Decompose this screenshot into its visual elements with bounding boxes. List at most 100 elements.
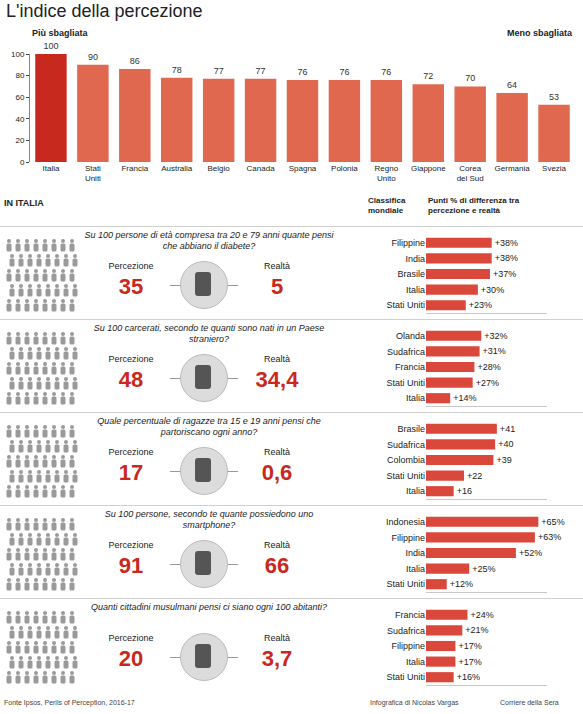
html-text:35: 35 xyxy=(118,274,144,299)
svg-text:+27%: +27% xyxy=(476,378,499,388)
svg-text:Spagna: Spagna xyxy=(289,164,317,173)
svg-text:40: 40 xyxy=(15,115,24,124)
html-text:34,4: 34,4 xyxy=(255,367,299,392)
svg-text:78: 78 xyxy=(172,65,182,75)
svg-text:+39: +39 xyxy=(496,455,511,465)
html-text:Su 100 persone di età compresa: Su 100 persone di età compresa tra 20 e … xyxy=(84,230,334,251)
svg-text:Italia: Italia xyxy=(43,164,60,173)
svg-text:80: 80 xyxy=(15,71,24,80)
svg-text:76: 76 xyxy=(297,67,307,77)
svg-text:Più sbagliata: Più sbagliata xyxy=(32,28,89,38)
svg-text:53: 53 xyxy=(549,92,559,102)
svg-text:+41: +41 xyxy=(500,424,515,434)
svg-text:20: 20 xyxy=(15,136,24,145)
svg-text:70: 70 xyxy=(465,73,475,83)
svg-text:Italia: Italia xyxy=(406,393,425,403)
svg-text:Belgio: Belgio xyxy=(208,164,231,173)
html-text:Punti % di differenza tra perc: Punti % di differenza tra percezione e r… xyxy=(428,196,520,215)
html-text:Classifica mondiale: Classifica mondiale xyxy=(368,196,406,215)
svg-text:Francia: Francia xyxy=(121,164,148,173)
svg-text:+16%: +16% xyxy=(457,672,480,682)
svg-text:Polonia: Polonia xyxy=(331,164,358,173)
svg-text:+23%: +23% xyxy=(469,300,492,310)
svg-text:+30%: +30% xyxy=(481,285,504,295)
svg-text:Sudafrica: Sudafrica xyxy=(387,347,425,357)
svg-text:64: 64 xyxy=(507,80,517,90)
html-text:Su 100 persone, secondo te qua: Su 100 persone, secondo te quante possie… xyxy=(104,509,314,530)
svg-text:+12%: +12% xyxy=(450,579,473,589)
svg-text:Stati Uniti: Stati Uniti xyxy=(386,579,425,589)
svg-text:0: 0 xyxy=(20,158,25,167)
svg-text:Sudafrica: Sudafrica xyxy=(387,626,425,636)
svg-text:+17%: +17% xyxy=(458,657,481,667)
svg-text:76: 76 xyxy=(339,67,349,77)
svg-text:Brasile: Brasile xyxy=(397,424,425,434)
svg-text:Italia: Italia xyxy=(406,486,425,496)
svg-text:77: 77 xyxy=(214,66,224,76)
html-text:20: 20 xyxy=(118,646,144,671)
svg-text:+17%: +17% xyxy=(458,641,481,651)
svg-text:100: 100 xyxy=(43,41,58,51)
svg-text:86: 86 xyxy=(130,56,140,66)
html-text:17: 17 xyxy=(118,460,144,485)
svg-text:Italia: Italia xyxy=(406,564,425,574)
svg-text:+63%: +63% xyxy=(538,532,561,542)
svg-text:+25%: +25% xyxy=(472,564,495,574)
svg-text:StatiUniti: StatiUniti xyxy=(85,164,101,183)
html-text:66: 66 xyxy=(264,553,290,578)
svg-text:+21%: +21% xyxy=(465,625,488,635)
svg-text:+37%: +37% xyxy=(493,269,516,279)
svg-text:Stati Uniti: Stati Uniti xyxy=(386,672,425,682)
svg-text:Filippine: Filippine xyxy=(391,641,425,651)
svg-text:Canada: Canada xyxy=(247,164,276,173)
svg-text:Australia: Australia xyxy=(161,164,193,173)
svg-text:90: 90 xyxy=(88,52,98,62)
svg-text:Filippine: Filippine xyxy=(391,238,425,248)
svg-text:+32%: +32% xyxy=(484,331,507,341)
html-text:0,6: 0,6 xyxy=(261,460,293,485)
svg-text:Filippine: Filippine xyxy=(391,533,425,543)
html-text:L'indice della percezione: L'indice della percezione xyxy=(6,1,203,21)
html-text:91: 91 xyxy=(118,553,144,578)
svg-text:+16: +16 xyxy=(457,486,472,496)
svg-text:+31%: +31% xyxy=(483,346,506,356)
svg-text:76: 76 xyxy=(381,67,391,77)
svg-text:Sudafrica: Sudafrica xyxy=(387,440,425,450)
html-text:Su 100 carcerati, secondo te q: Su 100 carcerati, secondo te quanti sono… xyxy=(93,323,325,344)
svg-text:RegnoUnito: RegnoUnito xyxy=(375,164,399,183)
svg-text:72: 72 xyxy=(423,71,433,81)
html-text:Quale percentuale di ragazze t: Quale percentuale di ragazze tra 15 e 19… xyxy=(97,416,321,437)
svg-text:Francia: Francia xyxy=(395,362,425,372)
svg-text:India: India xyxy=(405,254,425,264)
svg-text:Coreadel Sud: Coreadel Sud xyxy=(457,164,484,183)
svg-text:Stati Uniti: Stati Uniti xyxy=(386,378,425,388)
svg-text:Stati Uniti: Stati Uniti xyxy=(386,300,425,310)
svg-text:Indonesia: Indonesia xyxy=(386,517,425,527)
svg-text:100: 100 xyxy=(11,50,25,59)
svg-text:India: India xyxy=(405,548,425,558)
svg-text:Meno sbagliata: Meno sbagliata xyxy=(507,28,573,38)
svg-text:+65%: +65% xyxy=(541,517,564,527)
svg-text:+28%: +28% xyxy=(477,362,500,372)
svg-text:Giappone: Giappone xyxy=(411,164,446,173)
svg-text:Italia: Italia xyxy=(406,657,425,667)
svg-text:60: 60 xyxy=(15,93,24,102)
svg-text:+24%: +24% xyxy=(470,610,493,620)
svg-text:Francia: Francia xyxy=(395,610,425,620)
svg-text:+40: +40 xyxy=(498,439,513,449)
svg-text:Svezia: Svezia xyxy=(542,164,567,173)
svg-text:77: 77 xyxy=(256,66,266,76)
svg-text:Olanda: Olanda xyxy=(396,331,425,341)
html-text:3,7: 3,7 xyxy=(261,646,293,671)
svg-text:+14%: +14% xyxy=(453,393,476,403)
svg-text:Italia: Italia xyxy=(406,285,425,295)
svg-text:Brasile: Brasile xyxy=(397,269,425,279)
svg-text:Germania: Germania xyxy=(495,164,531,173)
svg-text:Stati Uniti: Stati Uniti xyxy=(386,471,425,481)
svg-text:Colombia: Colombia xyxy=(387,455,425,465)
svg-text:+22: +22 xyxy=(467,471,482,481)
svg-text:+38%: +38% xyxy=(495,253,518,263)
svg-text:+38%: +38% xyxy=(495,238,518,248)
svg-text:+52%: +52% xyxy=(519,548,542,558)
html-text:48: 48 xyxy=(118,367,144,392)
